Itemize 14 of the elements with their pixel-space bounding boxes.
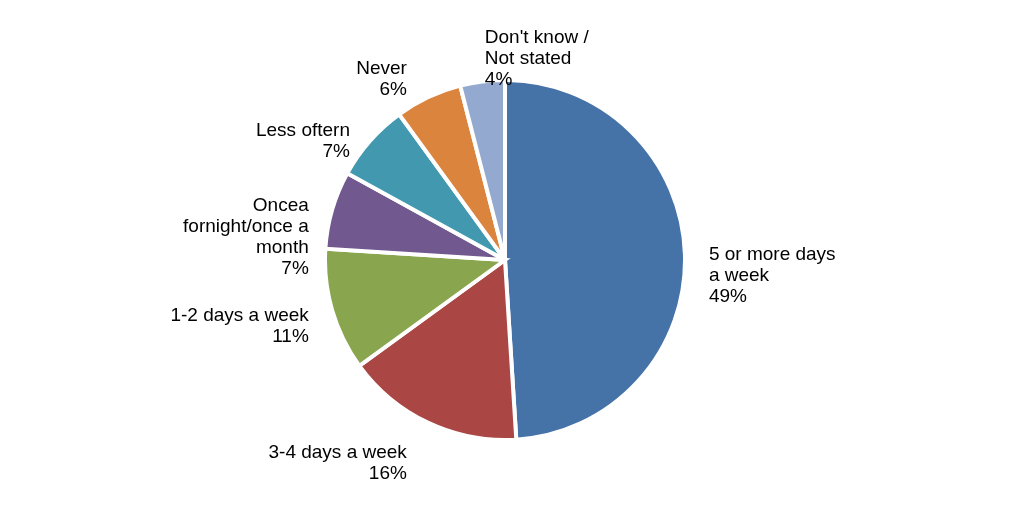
data-label: 6% xyxy=(379,78,407,100)
slice-label: Less oftern xyxy=(255,119,350,141)
slice-label: Oncea fornight/once a month xyxy=(183,194,310,258)
data-label: 49% xyxy=(708,284,748,306)
data-label: 7% xyxy=(281,257,309,279)
data-label: 11% xyxy=(272,324,309,346)
slice-label: 3-4 days a week xyxy=(268,440,408,462)
slice-label: Don't know / Not stated xyxy=(484,25,590,68)
data-label: 7% xyxy=(322,140,351,162)
slice-label: 5 or more days a week xyxy=(708,242,836,285)
data-label: 16% xyxy=(368,461,407,483)
slice-label: 1-2 days a week xyxy=(170,303,310,325)
data-label: 4% xyxy=(484,67,513,89)
slice-label: Never xyxy=(356,57,408,79)
